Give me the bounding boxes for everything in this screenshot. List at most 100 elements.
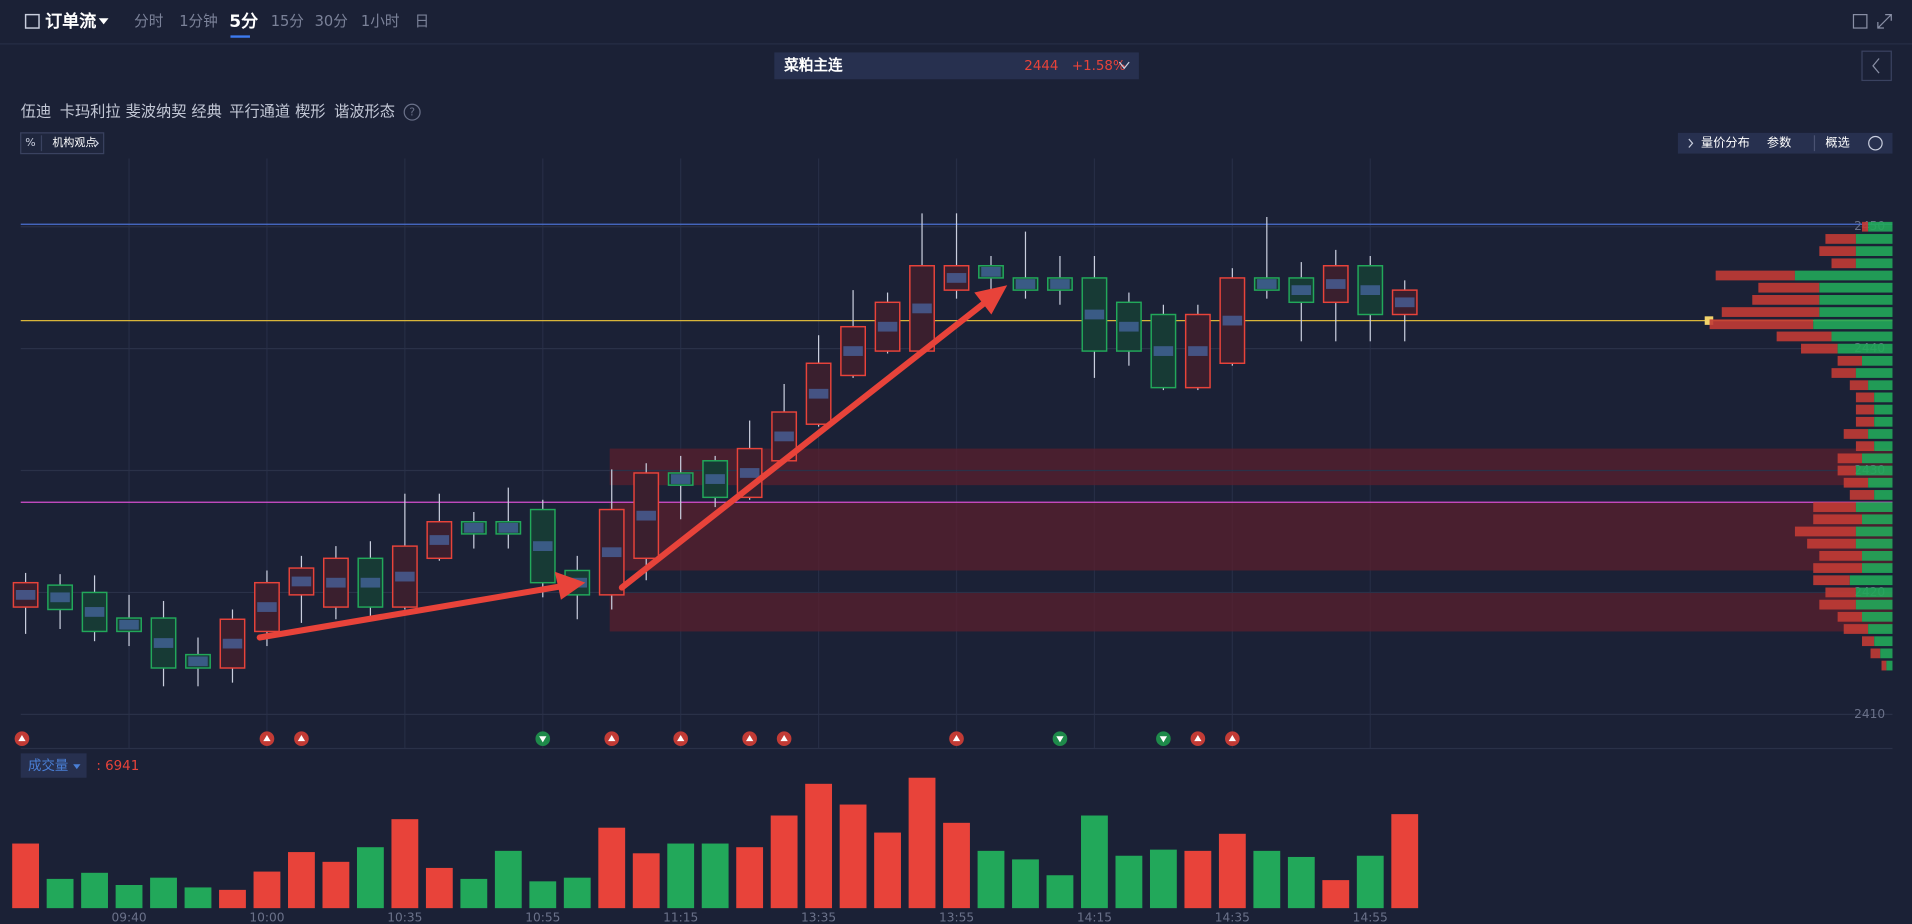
signal-icon: [608, 735, 616, 742]
profile-sell: [1843, 624, 1869, 634]
x-tick-label: 11:15: [663, 910, 698, 924]
profile-sell: [1825, 587, 1856, 598]
volume-bar: [1253, 850, 1281, 909]
drawing-tools: 伍迪 卡玛利拉 斐波纳契 经典 平行通道 楔形 谐波形态: [21, 103, 395, 121]
profile-buy: [1837, 343, 1893, 354]
volume-bar: [494, 850, 522, 909]
current-price-tag: [1704, 316, 1714, 325]
volume-bar: [943, 822, 970, 909]
profile-buy: [1862, 563, 1893, 573]
timeframe-tab[interactable]: 5分: [229, 12, 258, 32]
profile-sell: [1758, 282, 1820, 293]
volume-bar: [908, 777, 936, 909]
badge-arrow: [94, 139, 100, 147]
volume-bar: [1012, 859, 1039, 909]
tool-button[interactable]: 伍迪: [21, 103, 51, 121]
x-tick-label: 10:35: [387, 910, 422, 924]
help-icon[interactable]: [403, 103, 421, 121]
profile-sell: [1813, 502, 1856, 512]
footprint-cell: [1015, 279, 1036, 289]
profile-sell: [1794, 526, 1856, 537]
zone: [609, 592, 1893, 632]
profile-buy: [1868, 221, 1893, 232]
volume-bar: [1391, 814, 1419, 909]
instrument-box[interactable]: [774, 52, 1139, 80]
profile-sell: [1819, 599, 1856, 610]
footprint-cell: [153, 638, 174, 648]
footprint-cell: [1188, 346, 1208, 356]
profile-sell: [1855, 416, 1875, 427]
timeframe-tab[interactable]: 30分: [315, 13, 349, 30]
footprint-cell: [1394, 297, 1415, 308]
profile-sell: [1855, 441, 1875, 452]
x-tick-label: 14:15: [1077, 910, 1112, 924]
volume-bar: [977, 850, 1005, 909]
indicator-readout: : 6941: [96, 759, 139, 774]
dropdown-caret[interactable]: [98, 18, 109, 25]
profile-sell: [1837, 465, 1856, 476]
volume-bar: [1115, 855, 1143, 909]
timeframe-tab[interactable]: 1分钟: [179, 13, 218, 30]
footprint-cell: [360, 577, 381, 588]
signal-icon: [677, 735, 685, 742]
footprint-cell: [774, 431, 794, 442]
profile-buy: [1868, 477, 1893, 488]
profile-buy: [1794, 270, 1893, 281]
profile-buy: [1855, 246, 1893, 256]
tool-button[interactable]: 斐波纳契: [126, 103, 187, 121]
profile-buy: [1855, 234, 1893, 244]
footprint-cell: [1257, 279, 1277, 289]
footprint-cell: [1222, 315, 1243, 326]
signal-icon: [745, 735, 754, 742]
volume-bar: [1218, 833, 1246, 909]
profile-sell: [1855, 392, 1875, 403]
arrow-line: [256, 583, 564, 641]
timeframe-tab[interactable]: 1小时: [361, 13, 400, 30]
tool-button[interactable]: 楔形: [295, 103, 325, 121]
footprint-cell: [1360, 285, 1381, 295]
profile-sell: [1825, 234, 1856, 244]
collapse-button[interactable]: [1861, 50, 1892, 82]
signal-icon: [297, 735, 306, 742]
zone: [609, 448, 1893, 486]
tool-button[interactable]: 平行通道: [229, 103, 290, 121]
instrument-caret[interactable]: [1118, 61, 1130, 70]
layout-button[interactable]: [1852, 14, 1868, 29]
tool-button[interactable]: 经典: [191, 103, 221, 121]
panel-help[interactable]: [1868, 135, 1883, 151]
timeframe-tab[interactable]: 日: [415, 13, 430, 30]
timeframe-tab[interactable]: 15分: [271, 13, 305, 30]
footprint-cell: [705, 474, 725, 484]
panel-button[interactable]: 概选: [1825, 136, 1849, 150]
profile-sell: [1862, 221, 1869, 232]
fullscreen-button[interactable]: [1877, 14, 1892, 29]
timeframe-tabs: 分时 1分钟 5分 15分 30分 1小时日: [134, 12, 430, 38]
signal-icon: [1228, 735, 1237, 742]
volume-bar: [701, 843, 729, 909]
profile-sell: [1843, 477, 1869, 488]
tool-button[interactable]: 谐波形态: [334, 103, 395, 121]
profile-sell: [1819, 246, 1856, 256]
footprint-cell: [1291, 285, 1312, 295]
profile-buy: [1874, 490, 1893, 500]
profile-buy: [1819, 307, 1893, 317]
profile-buy: [1813, 319, 1893, 330]
arrow-head: [554, 571, 586, 600]
volume-bar: [1046, 875, 1074, 909]
indicator-caret: [73, 764, 81, 770]
profile-buy: [1862, 514, 1893, 525]
page-title[interactable]: 订单流: [45, 11, 96, 32]
volume-bar: [1287, 856, 1315, 909]
indicator-name: 成交量: [28, 757, 68, 774]
profile-sell: [1837, 611, 1863, 622]
timeframe-tab[interactable]: 分时: [134, 13, 164, 30]
tool-button[interactable]: 卡玛利拉: [60, 103, 121, 121]
volume-bar: [12, 843, 40, 909]
volume-bar: [839, 804, 867, 909]
price-chart: 24102420243024402450: [12, 158, 1893, 749]
badge-label: 机构观点: [52, 135, 96, 149]
panel-button[interactable]: 量价分布: [1701, 136, 1750, 150]
profile-buy: [1862, 453, 1893, 464]
volume-bar: [667, 843, 695, 909]
panel-button[interactable]: 参数: [1767, 135, 1791, 150]
